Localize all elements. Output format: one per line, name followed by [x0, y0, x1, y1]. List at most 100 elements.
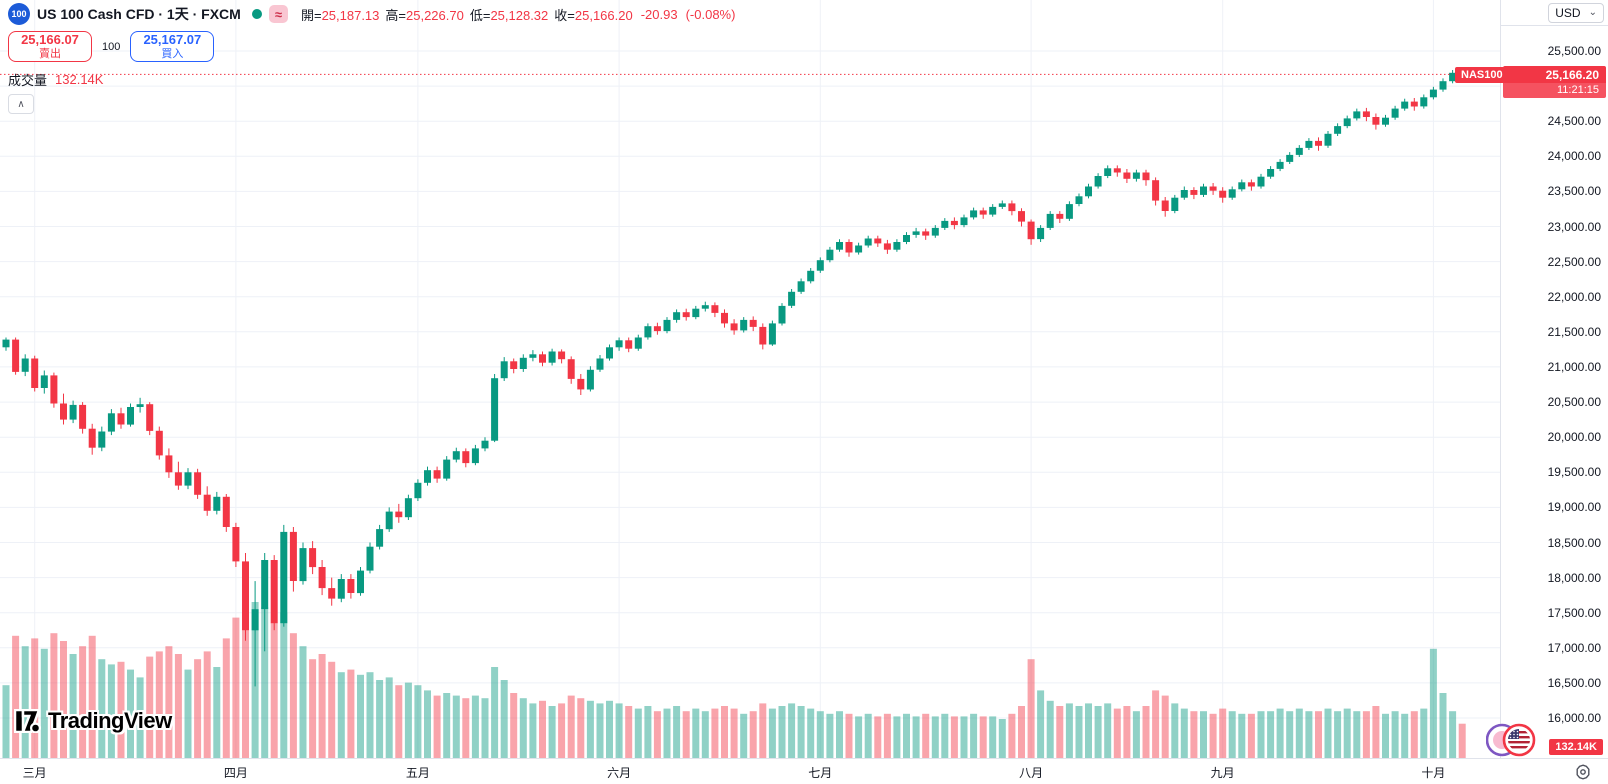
- candle-body: [941, 220, 949, 228]
- volume-bar: [548, 706, 556, 758]
- candle-body: [711, 305, 719, 313]
- candle-body: [1056, 213, 1064, 219]
- volume-bar: [1401, 713, 1409, 758]
- volume-bar: [1334, 711, 1342, 758]
- change-percent: (-0.08%): [685, 6, 736, 22]
- volume-bar: [261, 607, 269, 758]
- candle-body: [289, 531, 297, 581]
- volume-bar: [184, 669, 192, 758]
- close-label: 收=: [554, 7, 575, 23]
- candle-body: [12, 339, 20, 372]
- candle-body: [1429, 89, 1437, 98]
- volume-bar: [1142, 706, 1150, 758]
- volume-bar: [807, 708, 815, 758]
- candle-body: [232, 527, 240, 562]
- candle-body: [1113, 168, 1121, 173]
- candle-body: [807, 270, 815, 282]
- volume-bar: [1219, 708, 1227, 758]
- volume-bar: [88, 635, 96, 758]
- volume-bar: [836, 711, 843, 758]
- volume-bar: [567, 695, 575, 758]
- last-price-value: 25,166.20: [1503, 66, 1606, 83]
- candle-body: [883, 243, 891, 250]
- candle-body: [69, 404, 77, 420]
- volume-bar: [682, 711, 690, 758]
- volume-bar: [740, 713, 748, 758]
- time-axis[interactable]: 三月 四月 五月 六月 七月 八月 九月 十月: [0, 758, 1608, 784]
- volume-bar: [749, 711, 757, 758]
- candlestick-chart[interactable]: [0, 0, 1500, 758]
- delayed-data-badge[interactable]: ≈: [268, 5, 288, 23]
- volume-bar: [452, 695, 460, 758]
- volume-bar: [596, 703, 604, 758]
- volume-bar: [1037, 690, 1045, 758]
- candle-body: [510, 361, 518, 369]
- candle-body: [931, 227, 939, 236]
- candle-body: [50, 375, 58, 404]
- candle-body: [1209, 186, 1217, 191]
- volume-bar: [280, 612, 288, 758]
- market-flag-icons[interactable]: [1485, 719, 1540, 766]
- volume-bar: [883, 713, 891, 758]
- candle-body: [1190, 190, 1198, 195]
- candle-body: [60, 403, 67, 420]
- volume-bar: [577, 698, 585, 758]
- tradingview-mark-icon: [14, 709, 41, 733]
- volume-bar: [40, 648, 48, 758]
- last-price-box[interactable]: 25,166.20 11:21:15: [1503, 66, 1606, 98]
- candle-body: [663, 319, 671, 332]
- volume-bar: [1008, 713, 1016, 758]
- candle-body: [203, 494, 211, 511]
- bar-countdown: 11:21:15: [1503, 83, 1606, 98]
- volume-bar: [1152, 690, 1160, 758]
- settings-gear-icon[interactable]: [1574, 763, 1592, 781]
- volume-bar: [1113, 708, 1121, 758]
- price-tick-label: 19,500.00: [1547, 465, 1601, 480]
- candle-body: [826, 249, 834, 261]
- volume-bar: [1180, 708, 1188, 758]
- volume-bar: [912, 716, 920, 758]
- candle-body: [270, 560, 278, 624]
- candle-body: [1353, 111, 1361, 119]
- symbol-title[interactable]: US 100 Cash CFD · 1天 · FXCM: [37, 6, 241, 22]
- candle-body: [21, 358, 29, 372]
- volume-bar: [1439, 693, 1447, 758]
- price-tick-label: 25,500.00: [1547, 44, 1601, 58]
- symbol-logo[interactable]: 100: [8, 3, 30, 25]
- collapse-legend-button[interactable]: ∧: [8, 94, 34, 114]
- tradingview-logo[interactable]: TradingView: [14, 708, 172, 734]
- volume-bar: [318, 654, 326, 758]
- sell-button[interactable]: 25,166.07 賣出: [8, 31, 92, 62]
- volume-bar: [1027, 659, 1035, 758]
- volume-bar: [1123, 706, 1131, 758]
- volume-bar: [778, 706, 786, 758]
- month-tick-label: 九月: [1210, 766, 1235, 780]
- tradingview-logo-text: TradingView: [48, 708, 172, 733]
- buy-button[interactable]: 25,167.07 買入: [130, 31, 215, 62]
- market-status-dot-icon[interactable]: [251, 9, 262, 19]
- candle-body: [337, 579, 345, 599]
- currency-dropdown[interactable]: USD ⌄: [1548, 3, 1604, 23]
- volume-bar: [174, 654, 182, 758]
- volume-bar: [242, 596, 249, 758]
- volume-bar: [625, 706, 633, 758]
- volume-bar: [443, 693, 451, 758]
- price-axis[interactable]: USD ⌄ 25,500.0025,000.0024,500.0024,000.…: [1500, 0, 1608, 758]
- month-tick-label: 三月: [22, 766, 47, 780]
- candle-body: [88, 428, 96, 448]
- candle-body: [1152, 180, 1160, 201]
- price-tick-label: 24,500.00: [1547, 114, 1601, 129]
- price-tick-label: 16,000.00: [1547, 711, 1601, 725]
- volume-bar: [127, 669, 134, 758]
- volume-bar: [21, 646, 29, 758]
- volume-bar: [510, 693, 518, 758]
- candle-body: [577, 378, 585, 390]
- volume-bar: [1065, 703, 1073, 758]
- candle-body: [1286, 154, 1294, 162]
- volume-bar: [117, 661, 125, 758]
- volume-bar: [471, 695, 479, 758]
- volume-bar: [606, 700, 613, 758]
- candle-body: [184, 472, 192, 486]
- candle-body: [1247, 182, 1255, 187]
- volume-bar: [1286, 711, 1294, 758]
